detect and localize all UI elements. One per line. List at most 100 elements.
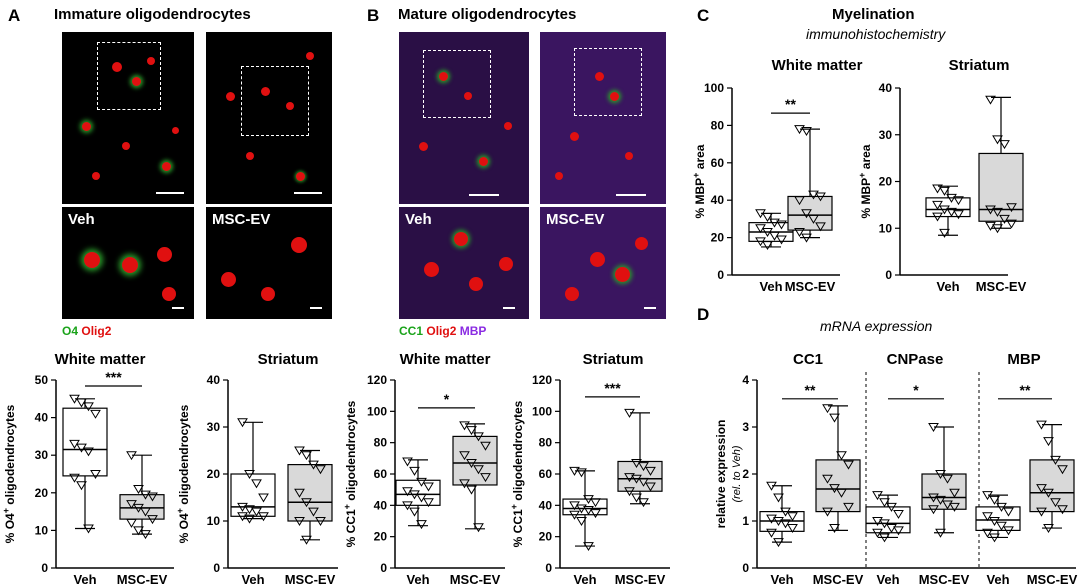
box-cnpase-veh-point: [893, 526, 904, 536]
box-veh-point: [83, 447, 94, 457]
box-veh-point: [776, 235, 787, 245]
box-msc-ev-point: [815, 222, 826, 232]
micrograph-b-veh-overview: [399, 32, 529, 204]
legend-b: CC1 Olig2 MBP: [399, 324, 487, 338]
box-msc-ev-point: [315, 465, 326, 475]
y-tick-label: 0: [742, 561, 749, 575]
box-msc-ev-point: [294, 488, 305, 498]
box-msc-ev-point: [638, 477, 649, 487]
scale-bar: [310, 307, 322, 309]
y-tick-label: 0: [213, 561, 220, 575]
box-cnpase-veh-point: [879, 533, 890, 543]
y-tick-label: 80: [374, 436, 388, 450]
box-mbp-veh-point: [996, 521, 1007, 531]
box-msc-ev-point: [126, 518, 137, 528]
x-tick-label: MSC-EV: [450, 572, 501, 586]
box-msc-ev-point: [645, 466, 656, 476]
x-tick-label: MSC-EV: [785, 279, 836, 294]
y-tick-label: 100: [532, 404, 552, 418]
box-msc-ev-point: [473, 465, 484, 475]
box-msc-ev-point: [808, 190, 819, 200]
y-tick-label: 40: [879, 81, 893, 95]
box-msc-ev-point: [294, 517, 305, 526]
box-veh-point: [402, 501, 413, 511]
box-cnpase-msc-ev-point: [949, 502, 960, 512]
y-tick-label: 120: [532, 373, 552, 387]
box-msc-ev-point: [301, 498, 312, 508]
box-cnpase-msc-ev-point: [935, 528, 946, 538]
box-msc-ev-point: [801, 209, 812, 219]
box-cc1-msc-ev-point: [822, 474, 833, 484]
y-tick-label: 120: [367, 373, 387, 387]
box-veh-point: [244, 514, 255, 524]
box-msc-ev-point: [992, 224, 1003, 234]
box-msc-ev-point: [815, 192, 826, 202]
box-cc1-msc-ev-point: [829, 413, 840, 423]
box-cc1-msc-ev-point: [843, 460, 854, 470]
box-cc1-veh-point: [787, 512, 798, 522]
y-tick-label: 2: [742, 467, 749, 481]
box-msc-ev-point: [999, 214, 1010, 224]
micrograph-a-msc-overview: [206, 32, 332, 204]
panel-c-subtitle: immunohistochemistry: [806, 26, 946, 42]
panel-b-title: Mature oligodendrocytes: [398, 6, 577, 23]
box-msc-ev-point: [645, 482, 656, 492]
box-mbp-msc-ev-point: [1043, 524, 1054, 534]
y-tick-label: 100: [367, 404, 387, 418]
box-veh-point: [402, 487, 413, 497]
box-veh-point: [953, 210, 964, 220]
box-veh-point: [409, 490, 420, 500]
image-label-msc-ev: MSC-EV: [546, 211, 605, 228]
box-msc-ev-point: [624, 408, 635, 418]
x-tick-label: Veh: [936, 279, 959, 294]
box-veh-point: [251, 479, 262, 489]
y-tick-label: 40: [35, 411, 49, 425]
box-msc-ev-point: [638, 462, 649, 472]
y-tick-label: 80: [539, 436, 553, 450]
box-msc-ev-box: [287, 464, 333, 522]
box-cnpase-veh-point: [879, 519, 890, 529]
box-veh-point: [258, 512, 269, 522]
box-mbp-msc-ev-point: [1050, 498, 1061, 508]
box-veh-point: [946, 193, 957, 203]
x-tick-label: MSC-EV: [1027, 572, 1078, 586]
micrograph-b-msc-overview: [540, 32, 666, 204]
box-msc-ev-point: [473, 523, 484, 533]
significance-stars: **: [785, 96, 796, 112]
y-axis-label: % MBP+ area: [691, 144, 707, 218]
y-tick-label: 50: [35, 373, 49, 387]
box-veh-point: [569, 510, 580, 520]
box-cc1-veh-point: [773, 538, 784, 548]
legend-a: O4 Olig2: [62, 324, 112, 338]
x-tick-label: MSC-EV: [615, 572, 666, 586]
box-veh-point: [583, 506, 594, 516]
box-mbp-msc-ev-point: [1050, 455, 1061, 465]
box-msc-ev-point: [480, 473, 491, 483]
box-msc-ev-point: [624, 473, 635, 483]
box-cnpase-veh-point: [886, 524, 897, 534]
box-veh-point: [583, 495, 594, 505]
box-mbp-msc-ev-point: [1057, 465, 1068, 475]
box-cc1-msc-ev-point: [836, 451, 847, 461]
micrograph-b-veh-zoom: Veh: [399, 207, 529, 319]
x-tick-label: MSC-EV: [976, 279, 1027, 294]
box-mbp-veh-point: [989, 495, 1000, 505]
group-title: CC1: [793, 351, 823, 368]
box-msc-ev-point: [459, 451, 470, 461]
box-veh-point: [939, 205, 950, 215]
box-cc1-veh-point: [773, 493, 784, 503]
box-mbp-msc-ev-point: [1036, 420, 1047, 430]
box-cc1-veh-point: [787, 524, 798, 534]
box-msc-ev-point: [308, 460, 319, 470]
box-cc1-veh-point: [780, 507, 791, 517]
box-veh-point: [409, 466, 420, 476]
chart-title: Striatum: [949, 57, 1010, 74]
x-tick-label: Veh: [759, 279, 782, 294]
image-label-veh: Veh: [405, 211, 432, 228]
box-mbp-veh-point: [989, 517, 1000, 526]
box-msc-ev-point: [801, 127, 812, 136]
x-tick-label: Veh: [573, 572, 596, 586]
scale-bar: [503, 307, 515, 309]
scale-bar: [156, 192, 184, 194]
box-msc-ev-point: [794, 227, 805, 237]
